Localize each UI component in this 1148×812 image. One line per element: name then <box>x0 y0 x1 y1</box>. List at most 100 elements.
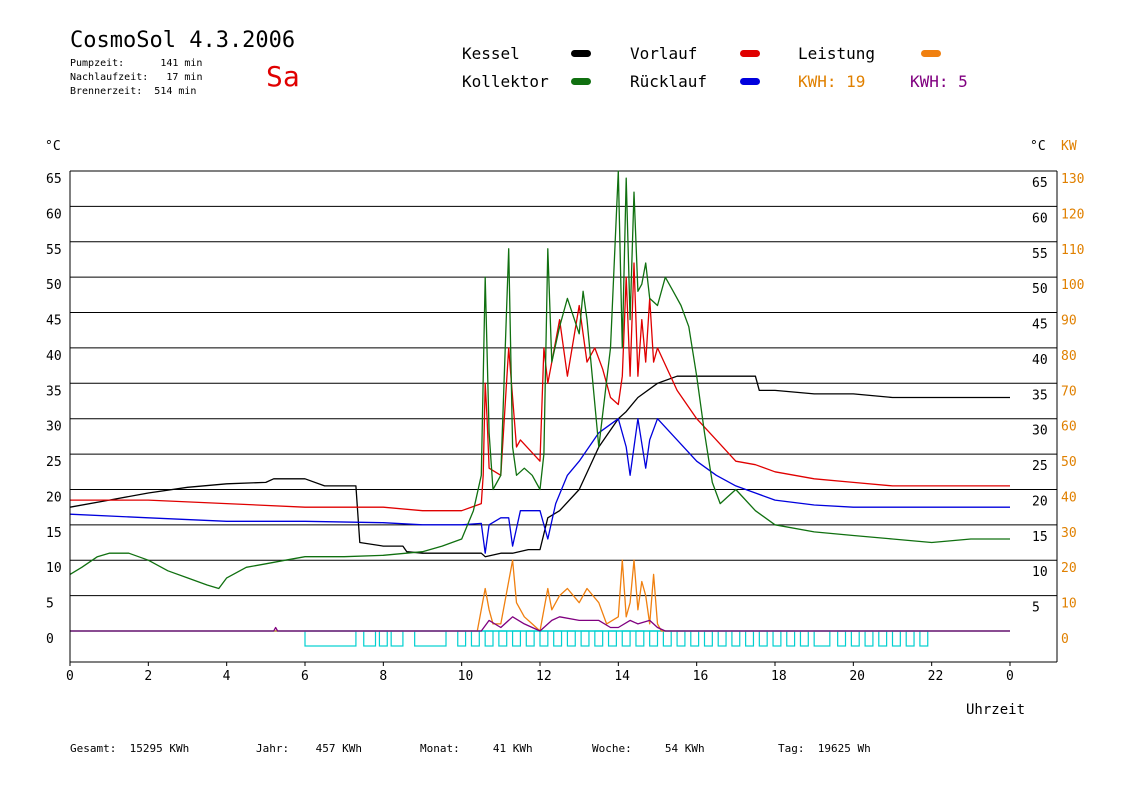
y-tick-label-right: 65 <box>1032 176 1048 191</box>
y-tick-label-right: 5 <box>1032 601 1040 616</box>
y-tick-label-right: 45 <box>1032 318 1048 333</box>
grid-layer <box>70 170 1057 597</box>
y-tick-label-right: 15 <box>1032 530 1048 545</box>
y-tick-label-kw: 110 <box>1061 243 1084 258</box>
legend-kollektor-label: Kollektor <box>462 72 549 91</box>
pump-block <box>363 630 377 647</box>
y-tick-label-left: 15 <box>46 526 62 541</box>
pump-block <box>390 630 404 647</box>
pump-block <box>607 630 617 647</box>
legend-leistung-label: Leistung <box>798 44 876 63</box>
footer-tag: Tag: 19625 Wh <box>778 742 871 755</box>
y-tick-label-right: 55 <box>1032 247 1048 262</box>
pump-block <box>850 630 860 647</box>
legend-kollektor-swatch <box>571 78 591 85</box>
y-tick-label-right: 50 <box>1032 282 1048 297</box>
pump-block <box>676 630 686 647</box>
y-tick-label-right: 10 <box>1032 565 1048 580</box>
x-tick-label: 12 <box>536 669 552 684</box>
legend-kwh-orange: KWH: 19 <box>798 72 866 91</box>
x-tick-label: 22 <box>928 669 944 684</box>
pump-block <box>717 630 727 647</box>
pump-block <box>703 630 713 647</box>
x-tick-label: 20 <box>849 669 865 684</box>
footer-woche: Woche: 54 KWh <box>592 742 705 755</box>
pump-block <box>786 630 796 647</box>
footer-monat: Monat: 41 KWh <box>420 742 533 755</box>
pump-block <box>919 630 929 647</box>
legend-leistung-swatch <box>921 50 941 57</box>
y-tick-label-right: 30 <box>1032 424 1048 439</box>
y-tick-label-right: 20 <box>1032 494 1048 509</box>
x-tick-label: 16 <box>693 669 709 684</box>
series-ruecklauf-line <box>69 418 1010 554</box>
pump-block <box>470 630 480 647</box>
y-tick-label-left: 25 <box>46 455 62 470</box>
x-tick-label: 0 <box>1006 669 1014 684</box>
pump-block <box>864 630 874 647</box>
y-tick-label-left: 50 <box>46 278 62 293</box>
pump-block <box>484 630 494 647</box>
legend-kessel-swatch <box>571 50 591 57</box>
pump-block <box>498 630 508 647</box>
legend-kessel-label: Kessel <box>462 44 520 63</box>
y-tick-label-left: 20 <box>46 490 62 505</box>
y-tick-label-left: 40 <box>46 349 62 364</box>
y-tick-label-kw: 70 <box>1061 384 1077 399</box>
pump-block <box>649 630 659 647</box>
pump-block <box>799 630 809 647</box>
y-tick-label-left: 30 <box>46 420 62 435</box>
footer-gesamt: Gesamt: 15295 KWh <box>70 742 190 755</box>
y-tick-label-kw: 100 <box>1061 278 1084 293</box>
pump-block <box>621 630 631 647</box>
pump-block <box>837 630 847 647</box>
y-tick-label-left: 65 <box>46 172 62 187</box>
series-leistung-line <box>70 559 1010 632</box>
y-tick-label-left: 35 <box>46 384 62 399</box>
legend-kwh-purple: KWH: 5 <box>910 72 968 91</box>
pump-block <box>511 630 522 647</box>
x-tick-label: 10 <box>458 669 474 684</box>
y-axis-label-right2: KW <box>1061 139 1077 154</box>
pump-block <box>539 630 549 647</box>
page-title: CosmoSol 4.3.2006 <box>70 28 296 53</box>
pump-block <box>594 630 604 647</box>
x-tick-label: 6 <box>301 669 309 684</box>
pump-block <box>891 630 901 647</box>
pump-block <box>878 630 888 647</box>
y-tick-label-right: 35 <box>1032 388 1048 403</box>
stat-nachlaufzeit: Nachlaufzeit: 17 min <box>70 72 203 83</box>
pump-block <box>758 630 768 647</box>
pump-block <box>662 630 672 647</box>
y-tick-label-kw: 90 <box>1061 314 1077 329</box>
y-axis-label-right: °C <box>1030 139 1046 154</box>
y-tick-label-kw: 30 <box>1061 526 1077 541</box>
y-tick-label-kw: 40 <box>1061 490 1077 505</box>
x-tick-label: 0 <box>66 669 74 684</box>
stat-brennerzeit: Brennerzeit: 514 min <box>70 86 197 97</box>
y-axis-label-left: °C <box>45 139 61 154</box>
y-tick-label-left: 60 <box>46 207 62 222</box>
pump-block <box>813 630 831 647</box>
y-tick-label-kw: 0 <box>1061 632 1069 647</box>
pump-block <box>304 630 357 647</box>
stat-pumpzeit: Pumpzeit: 141 min <box>70 58 203 69</box>
x-tick-label: 4 <box>223 669 231 684</box>
weekday-label: Sa <box>266 60 300 93</box>
y-tick-label-left: 5 <box>46 597 54 612</box>
legend-vorlauf-label: Vorlauf <box>630 44 698 63</box>
pump-block <box>414 630 447 647</box>
y-tick-label-kw: 10 <box>1061 597 1077 612</box>
pump-block <box>905 630 915 647</box>
legend-ruecklauf-swatch <box>740 78 760 85</box>
y-tick-label-right: 40 <box>1032 353 1048 368</box>
y-tick-label-kw: 50 <box>1061 455 1077 470</box>
pump-block <box>378 630 388 647</box>
x-axis-label: Uhrzeit <box>966 702 1025 718</box>
y-tick-label-kw: 60 <box>1061 420 1077 435</box>
series-kessel-line <box>69 375 1010 558</box>
pump-block <box>553 630 563 647</box>
y-tick-label-right: 25 <box>1032 459 1048 474</box>
y-tick-label-kw: 20 <box>1061 561 1077 576</box>
